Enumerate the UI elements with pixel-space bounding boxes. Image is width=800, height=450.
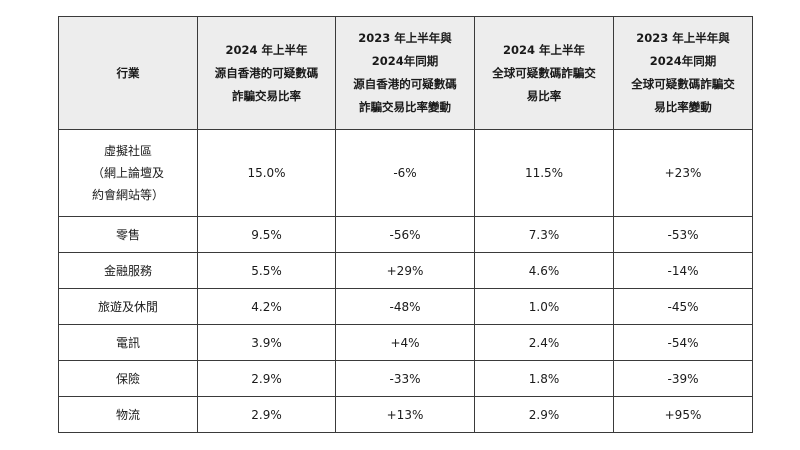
cell-industry: 保險 bbox=[58, 360, 198, 397]
cell-hk-rate: 2.9% bbox=[197, 396, 336, 433]
cell-global-rate: 1.0% bbox=[474, 288, 614, 325]
cell-industry: 旅遊及休閒 bbox=[58, 288, 198, 325]
cell-hk-change: -6% bbox=[335, 129, 475, 217]
header-industry: 行業 bbox=[58, 16, 198, 130]
header-hk-rate-2024h1: 2024 年上半年 源自香港的可疑數碼 詐騙交易比率 bbox=[197, 16, 336, 130]
table-row: 保險 2.9% -33% 1.8% -39% bbox=[58, 360, 753, 397]
cell-hk-rate: 3.9% bbox=[197, 324, 336, 361]
cell-global-rate: 11.5% bbox=[474, 129, 614, 217]
header-global-rate-change: 2023 年上半年與 2024年同期 全球可疑數碼詐騙交 易比率變動 bbox=[613, 16, 753, 130]
header-hk-rate-change: 2023 年上半年與 2024年同期 源自香港的可疑數碼 詐騙交易比率變動 bbox=[335, 16, 475, 130]
cell-global-change: -39% bbox=[613, 360, 753, 397]
cell-global-rate: 7.3% bbox=[474, 216, 614, 253]
cell-industry: 物流 bbox=[58, 396, 198, 433]
cell-hk-rate: 4.2% bbox=[197, 288, 336, 325]
table-header-row: 行業 2024 年上半年 源自香港的可疑數碼 詐騙交易比率 2023 年上半年與… bbox=[58, 16, 753, 130]
cell-global-change: -45% bbox=[613, 288, 753, 325]
cell-global-change: +23% bbox=[613, 129, 753, 217]
table-row: 虛擬社區 （網上論壇及 約會網站等） 15.0% -6% 11.5% +23% bbox=[58, 129, 753, 217]
table-row: 電訊 3.9% +4% 2.4% -54% bbox=[58, 324, 753, 361]
cell-industry: 金融服務 bbox=[58, 252, 198, 289]
cell-global-rate: 2.4% bbox=[474, 324, 614, 361]
cell-global-change: +95% bbox=[613, 396, 753, 433]
cell-industry: 零售 bbox=[58, 216, 198, 253]
cell-hk-change: -33% bbox=[335, 360, 475, 397]
cell-global-change: -53% bbox=[613, 216, 753, 253]
fraud-rate-table: 行業 2024 年上半年 源自香港的可疑數碼 詐騙交易比率 2023 年上半年與… bbox=[58, 16, 753, 433]
cell-hk-change: +29% bbox=[335, 252, 475, 289]
header-global-rate-2024h1: 2024 年上半年 全球可疑數碼詐騙交 易比率 bbox=[474, 16, 614, 130]
cell-industry: 電訊 bbox=[58, 324, 198, 361]
cell-global-change: -54% bbox=[613, 324, 753, 361]
cell-hk-change: +4% bbox=[335, 324, 475, 361]
table-row: 旅遊及休閒 4.2% -48% 1.0% -45% bbox=[58, 288, 753, 325]
cell-hk-change: -48% bbox=[335, 288, 475, 325]
cell-global-rate: 4.6% bbox=[474, 252, 614, 289]
table-row: 金融服務 5.5% +29% 4.6% -14% bbox=[58, 252, 753, 289]
cell-global-change: -14% bbox=[613, 252, 753, 289]
cell-global-rate: 1.8% bbox=[474, 360, 614, 397]
cell-hk-rate: 15.0% bbox=[197, 129, 336, 217]
cell-hk-rate: 5.5% bbox=[197, 252, 336, 289]
cell-hk-change: -56% bbox=[335, 216, 475, 253]
cell-hk-rate: 2.9% bbox=[197, 360, 336, 397]
cell-hk-rate: 9.5% bbox=[197, 216, 336, 253]
cell-hk-change: +13% bbox=[335, 396, 475, 433]
table-row: 零售 9.5% -56% 7.3% -53% bbox=[58, 216, 753, 253]
cell-industry: 虛擬社區 （網上論壇及 約會網站等） bbox=[58, 129, 198, 217]
fraud-rate-table-container: 行業 2024 年上半年 源自香港的可疑數碼 詐騙交易比率 2023 年上半年與… bbox=[58, 16, 753, 433]
cell-global-rate: 2.9% bbox=[474, 396, 614, 433]
table-row: 物流 2.9% +13% 2.9% +95% bbox=[58, 396, 753, 433]
